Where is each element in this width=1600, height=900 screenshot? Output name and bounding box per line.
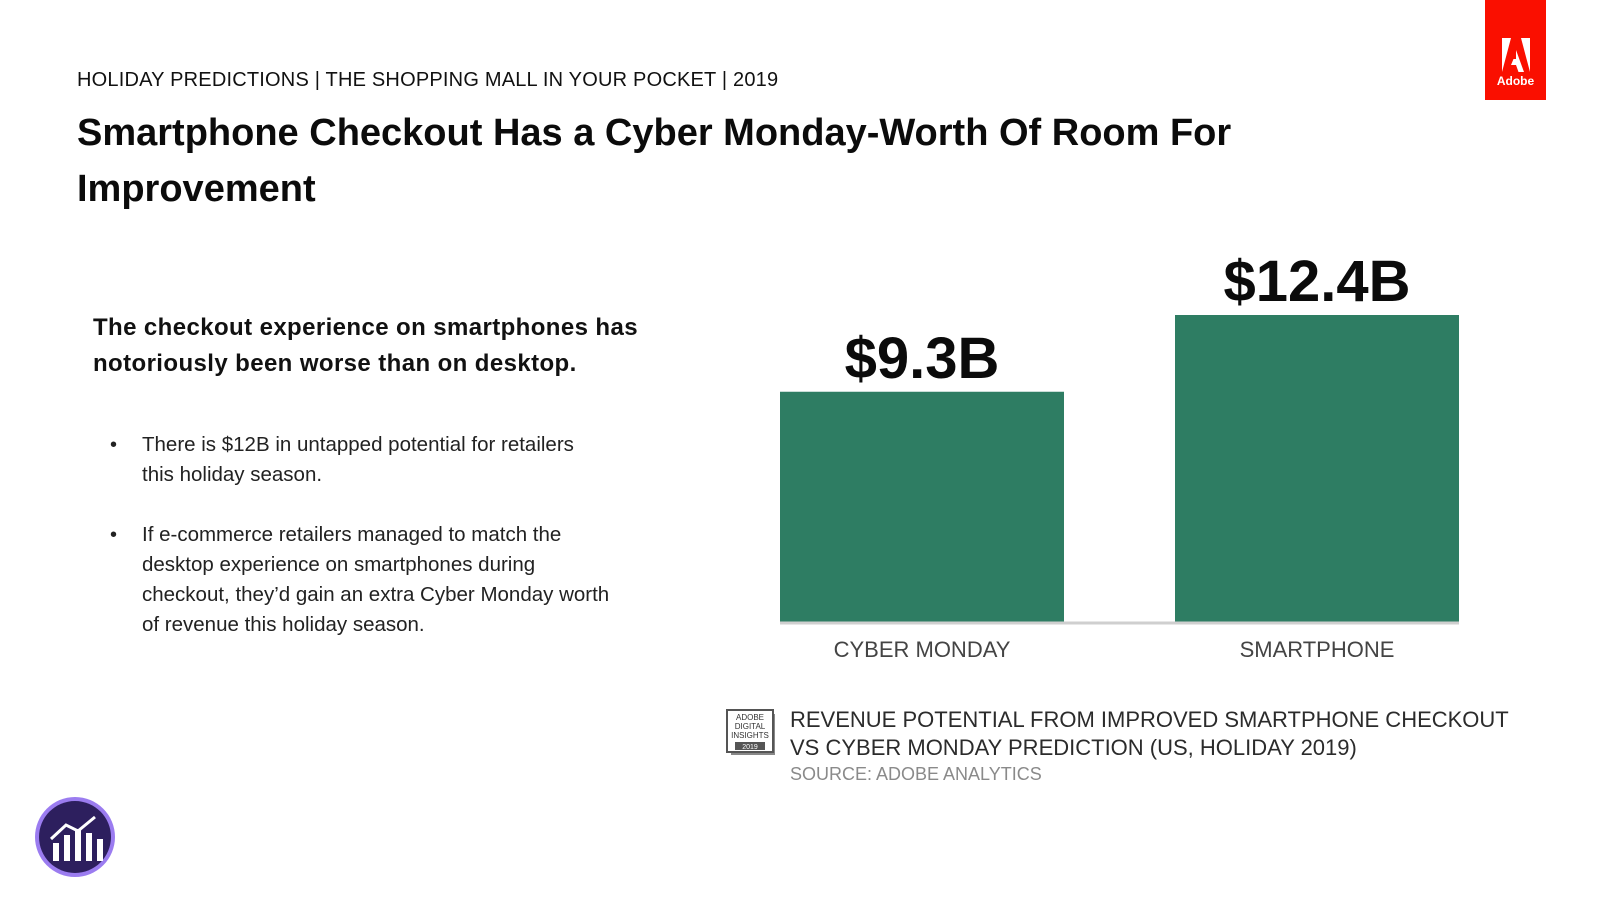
- bullet-text: There is $12B in untapped potential for …: [142, 433, 574, 486]
- bullet-dot: •: [110, 434, 118, 456]
- lede-text: The checkout experience on smartphones h…: [93, 314, 638, 377]
- icon-text: DIGITAL: [735, 722, 766, 731]
- slide-kicker: HOLIDAY PREDICTIONS | THE SHOPPING MALL …: [77, 69, 779, 91]
- list-item: • If e-commerce retailers managed to matc…: [110, 520, 610, 640]
- data-label: $9.3B: [845, 326, 1000, 391]
- adobe-logo-icon: [1502, 38, 1530, 72]
- bar-cyber-monday: [780, 391, 1064, 622]
- chart-caption: REVENUE POTENTIAL FROM IMPROVED SMARTPHO…: [790, 707, 1509, 760]
- analytics-chart-icon: [35, 797, 115, 877]
- adobe-logo-text: Adobe: [1496, 74, 1535, 88]
- icon-text: ADOBE: [736, 713, 764, 722]
- analytics-badge: [33, 795, 117, 879]
- icon-text: INSIGHTS: [731, 731, 769, 740]
- adobe-digital-insights-icon: ADOBE DIGITAL INSIGHTS 2019: [725, 708, 776, 758]
- bar-chart: $9.3B CYBER MONDAY $12.4B SMARTPHONE: [780, 249, 1459, 662]
- chart-source: SOURCE: ADOBE ANALYTICS: [790, 764, 1042, 784]
- bullet-dot: •: [110, 524, 118, 546]
- bullet-list: • There is $12B in untapped potential for…: [110, 430, 610, 670]
- category-label: CYBER MONDAY: [834, 637, 1011, 662]
- bar-smartphone: [1175, 315, 1459, 622]
- icon-text: 2019: [742, 744, 758, 751]
- category-label: SMARTPHONE: [1240, 637, 1395, 662]
- list-item: • There is $12B in untapped potential for…: [110, 430, 610, 490]
- bullet-text: If e-commerce retailers managed to match…: [142, 523, 610, 636]
- adobe-logo: Adobe: [1485, 0, 1546, 100]
- slide-title: Smartphone Checkout Has a Cyber Monday-W…: [77, 112, 1232, 210]
- data-label: $12.4B: [1223, 249, 1410, 314]
